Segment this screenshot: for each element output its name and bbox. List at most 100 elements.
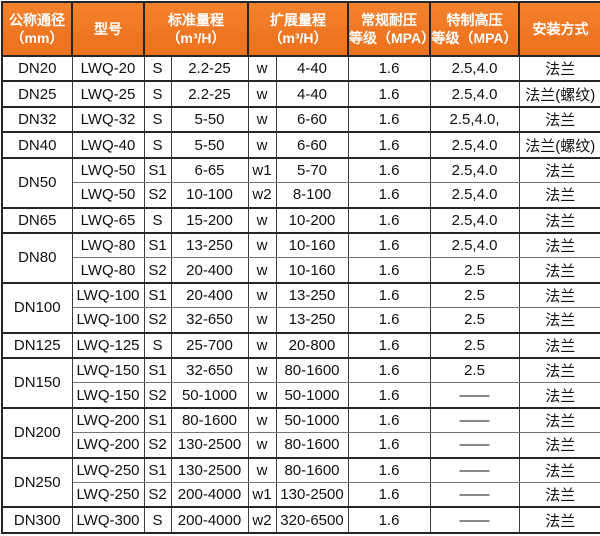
std-range-code-cell: S1 (143, 156, 172, 184)
table-row: DN250 LWQ-250 S1 130-2500 w 80-1600 1.6 —— 法兰 (1, 456, 600, 508)
model-cell: LWQ-65 (71, 206, 145, 234)
model-cell: LWQ-200 (71, 406, 145, 434)
ext-range-cell: 6-60 (275, 131, 349, 159)
model-cell: LWQ-250 (71, 456, 145, 484)
install-method-cell: 法兰 (518, 232, 600, 259)
std-range-code-cell: S1 (143, 406, 172, 434)
header-label-line: 标准量程 (168, 11, 224, 28)
std-range-cell: 200-4000 (170, 506, 249, 534)
install-method-cell: 法兰 (518, 257, 600, 284)
table-row: DN300 LWQ-300 S 200-4000 w2 320-6500 1.6 —— 法兰 (1, 506, 600, 534)
install-method-cell: 法兰 (518, 357, 600, 384)
table-row: LWQ-50 S2 10-100 w2 8-100 1.6 2.5,4.0 法兰 (2, 182, 600, 209)
dn-cell: DN65 (1, 206, 73, 234)
ext-range-code-cell: w (247, 456, 277, 484)
high-pressure-cell: —— (429, 382, 520, 409)
ext-range-cell: 50-1000 (275, 406, 349, 434)
table-row: DN125 LWQ-125 S 25-700 w 20-800 1.6 2.5 法兰 (1, 331, 600, 359)
model-cell: LWQ-125 (71, 331, 145, 359)
header-label-line: （m³/H） (268, 30, 328, 46)
std-range-cell: 2.2-25 (170, 54, 249, 82)
model-cell: LWQ-150 (71, 382, 145, 409)
high-pressure-cell: 2.5,4.0 (429, 156, 520, 184)
table-header: 公称通径 （mm） 型号 标准量程 （m³/H） 扩展量程 （m³/H） 常规耐压 等级（MPA… (1, 1, 600, 57)
std-range-cell: 5-50 (170, 105, 249, 133)
dn-cell: DN250 (1, 456, 73, 508)
regular-pressure-cell: 1.6 (347, 206, 431, 234)
std-range-code-cell: S1 (143, 357, 172, 384)
table-row: DN200 LWQ-200 S1 80-1600 w 50-1000 1.6 —— 法兰 (1, 406, 600, 459)
high-pressure-cell: 2.5,4.0 (429, 206, 520, 234)
header-label-line: 等级（MPA） (349, 30, 436, 46)
ext-range-cell: 4-40 (275, 54, 349, 82)
header-install-method: 安装方式 (518, 1, 600, 57)
install-method-cell: 法兰 (518, 382, 600, 409)
install-method-cell: 法兰 (518, 406, 600, 434)
table-row: LWQ-80 S2 20-400 w 10-160 1.6 2.5 法兰 (2, 257, 600, 284)
dn-cell: DN300 (1, 506, 73, 534)
ext-range-code-cell: w2 (247, 506, 277, 534)
header-extended-range: 扩展量程 （m³/H） (247, 1, 349, 57)
std-range-code-cell: S2 (143, 432, 172, 459)
model-cell: LWQ-20 (71, 54, 145, 82)
install-method-cell: 法兰 (518, 456, 600, 484)
model-cell: LWQ-200 (71, 432, 145, 459)
std-range-cell: 2.2-25 (170, 80, 249, 108)
std-range-code-cell: S (143, 80, 172, 108)
high-pressure-cell: —— (429, 406, 520, 434)
std-range-code-cell: S2 (143, 382, 172, 409)
regular-pressure-cell: 1.6 (347, 456, 431, 484)
ext-range-code-cell: w (247, 307, 277, 334)
std-range-cell: 20-400 (170, 281, 249, 309)
dn-cell: DN40 (1, 131, 73, 159)
std-range-code-cell: S1 (143, 456, 172, 484)
header-row: 公称通径 （mm） 型号 标准量程 （m³/H） 扩展量程 （m³/H） 常规耐压 等级（MPA… (1, 1, 600, 57)
high-pressure-cell: 2.5,4.0 (429, 131, 520, 159)
table-row: LWQ-200 S2 130-2500 w 80-1600 1.6 —— 法兰 (2, 432, 600, 459)
table-row: LWQ-100 S2 32-650 w 13-250 1.6 2.5 法兰 (2, 307, 600, 334)
std-range-cell: 13-250 (170, 232, 249, 259)
install-method-cell: 法兰 (518, 482, 600, 508)
ext-range-code-cell: w (247, 206, 277, 234)
model-cell: LWQ-80 (71, 257, 145, 284)
high-pressure-cell: —— (429, 506, 520, 534)
header-standard-range: 标准量程 （m³/H） (143, 1, 249, 57)
std-range-cell: 32-650 (170, 307, 249, 334)
ext-range-code-cell: w (247, 131, 277, 159)
std-range-code-cell: S1 (143, 281, 172, 309)
std-range-code-cell: S2 (143, 182, 172, 209)
header-regular-pressure: 常规耐压等级（MPA） (347, 1, 436, 57)
ext-range-cell: 13-250 (275, 281, 349, 309)
ext-range-cell: 50-1000 (275, 382, 349, 409)
ext-range-cell: 8-100 (275, 182, 349, 209)
regular-pressure-cell: 1.6 (347, 105, 431, 133)
regular-pressure-cell: 1.6 (347, 432, 431, 459)
table-row: DN40 LWQ-40 S 5-50 w 6-60 1.6 2.5,4.0 法兰(螺纹) (1, 131, 600, 159)
std-range-cell: 6-65 (170, 156, 249, 184)
std-range-code-cell: S (143, 105, 172, 133)
regular-pressure-cell: 1.6 (347, 506, 431, 534)
dn-cell: DN20 (1, 54, 73, 82)
dn-cell: DN100 (1, 281, 73, 334)
header-label-line: 特制高压 (446, 11, 503, 28)
dn-cell: DN125 (1, 331, 73, 359)
model-cell: LWQ-100 (71, 281, 145, 309)
header-label-line: 常规耐压 (361, 11, 417, 28)
header-label-line: （m³/H） (166, 30, 226, 46)
header-label-line: 公称通径 (9, 11, 65, 28)
ext-range-cell: 10-160 (275, 257, 349, 284)
ext-range-code-cell: w (247, 281, 277, 309)
std-range-code-cell: S (143, 331, 172, 359)
std-range-code-cell: S2 (143, 482, 172, 508)
model-cell: LWQ-80 (71, 232, 145, 259)
model-cell: LWQ-32 (71, 105, 145, 133)
regular-pressure-cell: 1.6 (347, 232, 431, 259)
dn-cell: DN50 (1, 156, 73, 209)
high-pressure-cell: 2.5 (429, 281, 520, 309)
ext-range-cell: 4-40 (275, 80, 349, 108)
ext-range-code-cell: w2 (247, 182, 277, 209)
header-model: 型号 (71, 1, 145, 57)
dn-cell: DN150 (1, 357, 73, 409)
std-range-cell: 80-1600 (170, 406, 249, 434)
